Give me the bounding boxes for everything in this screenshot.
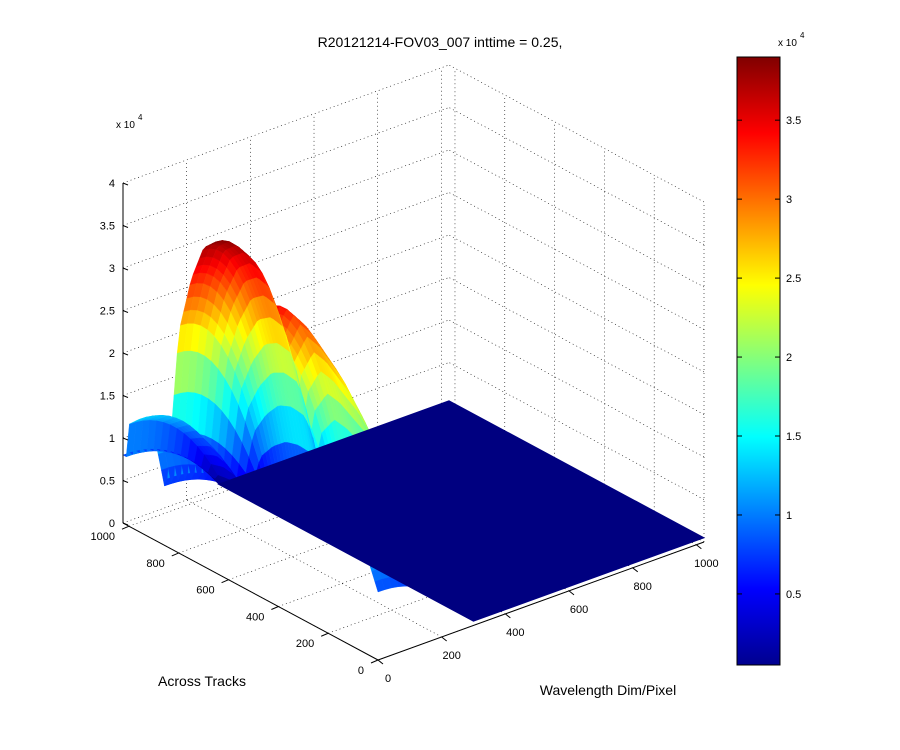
z-tick-mark: [122, 182, 129, 186]
x-tick-mark: [632, 567, 638, 573]
grid-line: [186, 499, 442, 638]
z-tick-mark: [122, 310, 129, 313]
y-tick-label: 400: [246, 611, 264, 623]
z-tick-label: 2: [109, 348, 115, 360]
grid-line: [122, 149, 450, 269]
y-tick-label: 0: [358, 665, 364, 677]
x-tick-mark: [377, 659, 384, 665]
z-tick-mark: [122, 352, 129, 356]
grid-line: [448, 319, 705, 458]
x-tick-label: 200: [442, 650, 460, 662]
colorbar-tick-label: 1: [786, 510, 792, 522]
grid-line: [448, 234, 705, 373]
y-tick-mark: [171, 552, 179, 557]
y-tick-mark: [121, 525, 130, 530]
z-tick-label: 1: [109, 433, 115, 445]
z-tick-mark: [122, 480, 129, 483]
z-tick-label: 1.5: [100, 391, 115, 403]
grid-line: [122, 362, 450, 481]
colorbar-exponent-power: 4: [800, 31, 805, 40]
z-tick-label: 2.5: [100, 306, 115, 318]
z-tick-label: 4: [109, 178, 115, 190]
grid-line: [448, 107, 705, 245]
z-tick-label: 0: [109, 518, 115, 530]
z-tick-mark: [122, 267, 129, 271]
colorbar-tick-label: 3: [786, 194, 792, 206]
grid-line: [448, 149, 705, 288]
z-tick-mark: [122, 437, 129, 441]
x-tick-mark: [441, 636, 447, 642]
grid-line: [448, 277, 705, 415]
x-tick-mark: [568, 590, 575, 596]
z-exponent-power: 4: [138, 113, 143, 122]
grid-line: [122, 107, 450, 226]
colorbar-tick-label: 1.5: [786, 431, 801, 443]
axis-line: [377, 541, 705, 661]
colorbar-tick-label: 2: [786, 352, 792, 364]
z-tick-mark: [122, 225, 129, 228]
x-axis-label: Wavelength Dim/Pixel: [540, 682, 676, 698]
surface-floor-plane: [217, 400, 706, 622]
grid-line: [122, 319, 450, 439]
x-tick-mark: [696, 544, 702, 550]
x-tick-label: 800: [634, 581, 652, 593]
z-tick-label: 3: [109, 263, 115, 275]
x-axis-ticks: 0 200 400 600 800 1000: [377, 544, 719, 685]
colorbar-exponent-label: x 10: [778, 38, 797, 49]
z-exponent-label: x 10: [116, 120, 135, 131]
grid-line: [122, 192, 450, 311]
colorbar-ticks: 0.5 1 1.5 2 2.5 3 3.5: [737, 115, 801, 601]
y-tick-label: 600: [196, 585, 214, 597]
y-tick-label: 200: [296, 638, 314, 650]
chart-title: R20121214-FOV03_007 inttime = 0.25,: [318, 34, 563, 50]
y-tick-mark: [370, 659, 379, 664]
z-tick-mark: [122, 395, 129, 398]
x-tick-label: 400: [506, 627, 524, 639]
x-tick-label: 600: [570, 604, 588, 616]
colorbar-tick-label: 2.5: [786, 273, 801, 285]
y-tick-mark: [320, 632, 329, 637]
colorbar-gradient: [736, 56, 781, 666]
z-tick-label: 3.5: [100, 221, 115, 233]
x-tick-label: 0: [385, 673, 391, 685]
axis-line: [122, 522, 379, 661]
z-tick-mark: [122, 522, 129, 526]
colorbar-tick-label: 0.5: [786, 589, 801, 601]
colorbar: 0.5 1 1.5 2 2.5 3 3.5 x 10 4: [736, 31, 805, 666]
y-tick-mark: [221, 579, 229, 584]
grid-line: [448, 192, 705, 330]
y-axis-ticks: 0 200 400 600 800 1000: [90, 525, 379, 677]
surface-floor: [217, 400, 706, 622]
axes-3d: 0 0.5 1 1.5 2 2.5 3 3.5 4 0 200 400 600 800 1000 0 200…: [90, 64, 719, 685]
grid-line: [122, 64, 450, 184]
grid-line: [122, 277, 450, 396]
z-tick-label: 0.5: [100, 476, 115, 488]
y-tick-label: 800: [146, 558, 164, 570]
grid-line: [448, 362, 705, 500]
grid-line: [122, 234, 450, 354]
colorbar-tick-label: 3.5: [786, 115, 801, 127]
y-tick-label: 1000: [90, 531, 114, 543]
z-axis-ticks: 0 0.5 1 1.5 2 2.5 3 3.5 4: [100, 178, 129, 530]
grid-line: [448, 64, 705, 203]
y-axis-label: Across Tracks: [158, 673, 246, 689]
y-tick-mark: [271, 606, 279, 610]
x-tick-label: 1000: [694, 558, 718, 570]
x-tick-mark: [505, 613, 511, 619]
